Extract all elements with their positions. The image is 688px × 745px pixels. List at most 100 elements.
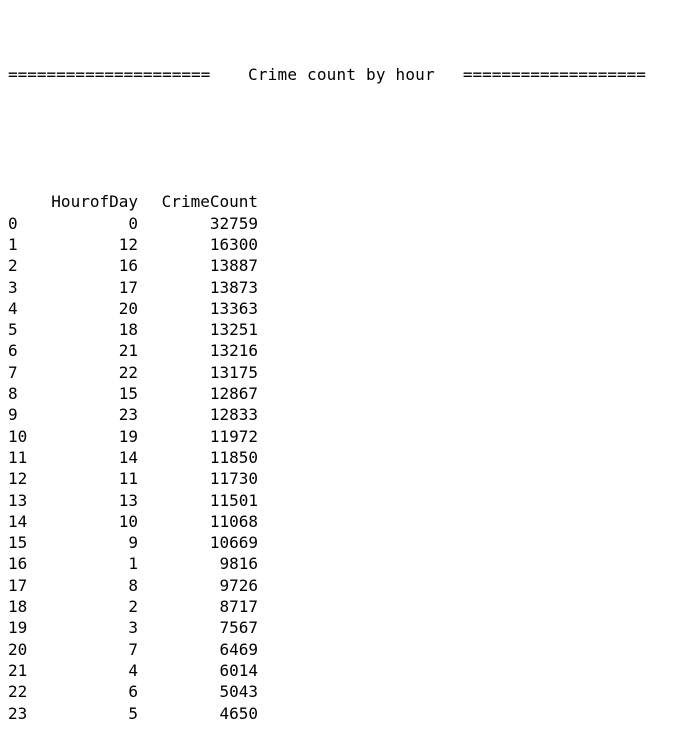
hour-of-day-cell: 16: [118, 256, 138, 276]
banner-line: ===================== Crime count by hou…: [8, 64, 653, 85]
row-index-cell: 13: [8, 490, 28, 510]
hour-of-day-cell: 7: [128, 639, 138, 659]
hour-of-day-cell: 8: [128, 575, 138, 595]
hour-of-day-cell: 20: [118, 298, 138, 318]
row-index-cell: 9: [8, 405, 18, 425]
table-row: 10 19 11972: [8, 426, 258, 447]
row-index-cell: 1: [8, 234, 18, 254]
table-row: 7 22 13175: [8, 362, 258, 383]
table-row: 16 1 9816: [8, 553, 258, 574]
crime-count-cell: 32759: [209, 213, 258, 233]
crime-count-cell: 7567: [219, 618, 258, 638]
table-row: 3 17 13873: [8, 277, 258, 298]
row-index-cell: 3: [8, 277, 18, 297]
crime-count-cell: 12833: [209, 405, 258, 425]
hour-of-day-cell: 13: [118, 490, 138, 510]
table-row: 22 6 5043: [8, 681, 258, 702]
hour-of-day-cell: 18: [118, 320, 138, 340]
crime-count-cell: 8717: [219, 597, 258, 617]
table-row: 17 8 9726: [8, 575, 258, 596]
table-row: 18 2 8717: [8, 596, 258, 617]
table-row: 15 9 10669: [8, 532, 258, 553]
crime-count-cell: 5043: [219, 682, 258, 702]
row-index-cell: 17: [8, 575, 28, 595]
table-row: 5 18 13251: [8, 319, 258, 340]
blank-line: [8, 127, 653, 148]
row-index-cell: 16: [8, 554, 28, 574]
hour-of-day-cell: 21: [118, 341, 138, 361]
hour-of-day-cell: 6: [128, 682, 138, 702]
row-index-cell: 2: [8, 256, 18, 276]
crime-count-cell: 13887: [209, 256, 258, 276]
crime-count-cell: 10669: [209, 533, 258, 553]
row-index-cell: 21: [8, 660, 28, 680]
crime-count-cell: 13216: [209, 341, 258, 361]
table-row: 6 21 13216: [8, 340, 258, 361]
table-row: 14 10 11068: [8, 511, 258, 532]
console-output: ===================== Crime count by hou…: [8, 21, 653, 745]
hour-of-day-cell: 9: [128, 533, 138, 553]
banner-left-rule: =====================: [8, 64, 211, 84]
crime-count-cell: 13873: [209, 277, 258, 297]
crime-count-cell: 13175: [209, 362, 258, 382]
crime-count-cell: 6469: [219, 639, 258, 659]
hour-of-day-cell: 0: [128, 213, 138, 233]
hour-of-day-cell: 19: [118, 426, 138, 446]
row-index-cell: 5: [8, 320, 18, 340]
table-row: 20 7 6469: [8, 639, 258, 660]
row-index-cell: 19: [8, 618, 28, 638]
crime-count-cell: 11972: [209, 426, 258, 446]
table-body: 0 0 32759 1 12 16300 2 16 13887 3 17 13873 4 20 13363 5…: [8, 213, 258, 724]
row-index-cell: 7: [8, 362, 18, 382]
hour-of-day-cell: 10: [118, 511, 138, 531]
row-index-cell: 20: [8, 639, 28, 659]
table-header-row: HourofDay CrimeCount: [8, 191, 258, 212]
row-index-cell: 23: [8, 703, 28, 723]
banner-right-rule: ===================: [462, 64, 646, 84]
crime-count-cell: 12867: [209, 384, 258, 404]
crime-count-cell: 4650: [219, 703, 258, 723]
index-column-header: [8, 191, 48, 212]
table-row: 19 3 7567: [8, 617, 258, 638]
table-row: 2 16 13887: [8, 255, 258, 276]
hour-of-day-cell: 3: [128, 618, 138, 638]
hour-of-day-cell: 22: [118, 362, 138, 382]
row-index-cell: 18: [8, 597, 28, 617]
row-index-cell: 12: [8, 469, 28, 489]
hour-of-day-cell: 11: [118, 469, 138, 489]
crime-count-cell: 13251: [209, 320, 258, 340]
table-row: 11 14 11850: [8, 447, 258, 468]
hour-of-day-cell: 1: [128, 554, 138, 574]
table-row: 12 11 11730: [8, 468, 258, 489]
hour-of-day-cell: 15: [118, 384, 138, 404]
banner-title: Crime count by hour: [248, 64, 435, 84]
table-row: 21 4 6014: [8, 660, 258, 681]
row-index-cell: 8: [8, 384, 18, 404]
crime-count-cell: 11850: [209, 447, 258, 467]
crime-count-cell: 9816: [219, 554, 258, 574]
hour-of-day-cell: 5: [128, 703, 138, 723]
row-index-cell: 0: [8, 213, 18, 233]
hour-of-day-cell: 12: [118, 234, 138, 254]
table-row: 8 15 12867: [8, 383, 258, 404]
table-row: 13 13 11501: [8, 490, 258, 511]
hour-of-day-cell: 14: [118, 447, 138, 467]
count-column-header: CrimeCount: [161, 192, 258, 212]
crime-count-cell: 11501: [209, 490, 258, 510]
crime-count-cell: 11068: [209, 511, 258, 531]
dataframe-table: HourofDay CrimeCount 0 0 32759 1 12 16300 2 16 1…: [8, 191, 258, 723]
row-index-cell: 15: [8, 533, 28, 553]
crime-count-cell: 13363: [209, 298, 258, 318]
hour-of-day-cell: 23: [118, 405, 138, 425]
table-row: 9 23 12833: [8, 404, 258, 425]
crime-count-cell: 6014: [219, 660, 258, 680]
crime-count-cell: 11730: [209, 469, 258, 489]
crime-count-cell: 16300: [209, 234, 258, 254]
table-row: 23 5 4650: [8, 703, 258, 724]
hour-of-day-cell: 2: [128, 597, 138, 617]
hour-of-day-cell: 4: [128, 660, 138, 680]
table-row: 4 20 13363: [8, 298, 258, 319]
hour-of-day-cell: 17: [118, 277, 138, 297]
row-index-cell: 22: [8, 682, 28, 702]
row-index-cell: 14: [8, 511, 28, 531]
